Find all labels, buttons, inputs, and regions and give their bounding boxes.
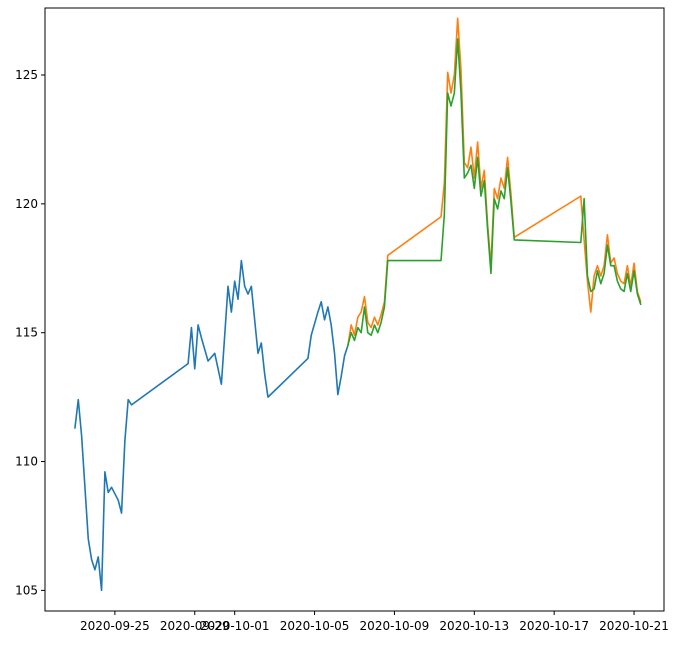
x-tick-label: 2020-10-09 bbox=[360, 619, 430, 633]
x-tick-label: 2020-09-25 bbox=[80, 619, 150, 633]
y-tick-label: 120 bbox=[15, 197, 38, 211]
x-tick-label: 2020-10-05 bbox=[280, 619, 350, 633]
plot-frame bbox=[44, 7, 665, 612]
y-tick-label: 110 bbox=[15, 455, 38, 469]
series-layer bbox=[74, 17, 642, 592]
x-tick-label: 2020-10-21 bbox=[599, 619, 669, 633]
x-tick-label: 2020-10-17 bbox=[519, 619, 589, 633]
x-tick-label: 2020-09-29 bbox=[160, 619, 230, 633]
y-tick-label: 115 bbox=[15, 326, 38, 340]
y-tick-label: 125 bbox=[15, 68, 38, 82]
y-tick-label: 105 bbox=[15, 583, 38, 597]
series-2-line bbox=[347, 17, 642, 347]
x-tick-label: 2020-10-13 bbox=[439, 619, 509, 633]
series-3-line bbox=[347, 38, 642, 347]
series-1-line bbox=[74, 259, 349, 592]
y-axis: 105 110 115 120 125 bbox=[15, 68, 45, 597]
x-tick-label: 2020-10-01 bbox=[200, 619, 270, 633]
